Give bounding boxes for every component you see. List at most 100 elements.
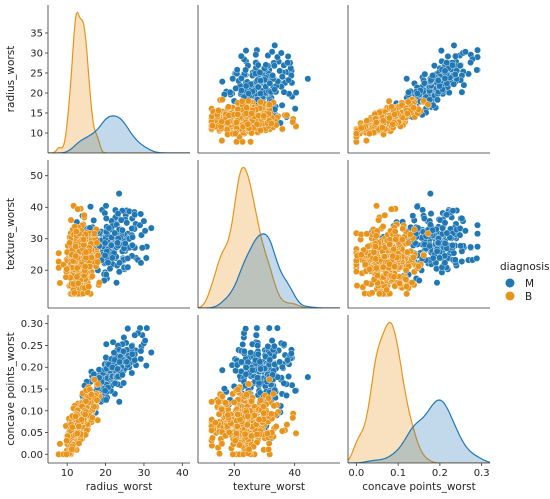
point-m	[102, 340, 110, 348]
ytick-label: 35	[30, 29, 43, 40]
xtick-label: 40	[176, 468, 189, 479]
point-m	[457, 242, 464, 250]
point-b	[218, 392, 226, 400]
density-line-b	[348, 321, 490, 463]
point-m	[254, 61, 262, 69]
point-b	[408, 279, 416, 286]
point-m	[128, 342, 136, 350]
point-b	[222, 399, 229, 407]
point-b	[74, 205, 82, 213]
point-b	[230, 398, 238, 406]
ytick-label: 40	[30, 203, 43, 214]
point-m	[242, 47, 250, 54]
point-m	[474, 230, 481, 238]
ytick-label: 30	[30, 49, 43, 60]
point-b	[209, 434, 216, 442]
point-m	[137, 355, 145, 363]
point-m	[452, 52, 459, 60]
point-b	[73, 264, 81, 272]
point-m	[90, 216, 98, 224]
point-b	[247, 138, 255, 146]
panel-1-1	[197, 160, 340, 309]
point-b	[387, 205, 395, 213]
point-b	[215, 398, 222, 406]
point-m	[115, 398, 123, 406]
point-b	[389, 252, 397, 260]
xlabel-0: radius_worst	[86, 481, 153, 493]
point-m	[108, 254, 116, 262]
point-b	[361, 261, 369, 268]
ytick-label: 20	[30, 89, 43, 100]
point-m	[141, 227, 149, 235]
point-m	[268, 337, 276, 344]
point-b	[78, 416, 86, 424]
point-b	[404, 98, 412, 106]
point-b	[372, 264, 380, 272]
point-b	[399, 225, 407, 233]
point-m	[451, 71, 459, 78]
point-m	[113, 279, 120, 287]
point-b	[260, 409, 268, 417]
point-b	[368, 289, 376, 297]
point-m	[95, 366, 103, 374]
point-m	[256, 69, 264, 76]
point-m	[128, 241, 136, 249]
point-m	[262, 61, 270, 69]
point-m	[429, 254, 437, 262]
point-m	[458, 258, 466, 265]
point-m	[273, 324, 281, 332]
point-m	[268, 48, 276, 56]
point-m	[473, 66, 481, 74]
point-b	[410, 104, 417, 112]
point-m	[456, 231, 464, 239]
point-b	[257, 396, 264, 404]
point-m	[460, 81, 468, 89]
point-b	[357, 251, 365, 259]
xtick-label: 40	[288, 468, 301, 479]
legend: diagnosis M B	[500, 261, 550, 303]
point-m	[142, 362, 150, 369]
point-b	[381, 211, 389, 219]
point-m	[237, 358, 245, 366]
point-b	[386, 114, 393, 122]
xtick-label: 20	[228, 468, 241, 479]
point-b	[265, 445, 272, 453]
point-b	[80, 235, 88, 243]
point-m	[403, 75, 411, 83]
point-m	[242, 82, 250, 90]
point-b	[372, 232, 380, 240]
point-m	[102, 214, 110, 222]
point-b	[82, 397, 90, 405]
point-b	[63, 437, 70, 445]
point-b	[68, 445, 76, 453]
point-b	[91, 230, 98, 237]
legend-title: diagnosis	[500, 261, 550, 273]
point-m	[111, 379, 119, 387]
point-b	[403, 290, 411, 298]
point-m	[280, 88, 288, 96]
point-b	[289, 414, 297, 422]
point-m	[291, 387, 299, 395]
point-b	[353, 282, 361, 289]
point-m	[119, 371, 126, 379]
xlabel-1: texture_worst	[233, 481, 305, 493]
point-b	[398, 236, 406, 244]
point-m	[131, 356, 139, 364]
point-b	[265, 394, 272, 402]
point-b	[93, 239, 101, 247]
point-b	[238, 97, 246, 105]
point-b	[379, 263, 387, 271]
point-m	[280, 340, 288, 348]
point-m	[285, 373, 292, 380]
ytick-label: 15	[30, 109, 43, 120]
point-m	[276, 358, 284, 366]
point-m	[437, 47, 445, 54]
point-m	[450, 249, 458, 257]
point-m	[117, 216, 125, 224]
point-b	[94, 380, 102, 388]
point-b	[56, 279, 64, 287]
point-b	[72, 252, 80, 260]
point-m	[119, 226, 126, 234]
point-m	[242, 370, 250, 378]
point-b	[283, 421, 291, 428]
